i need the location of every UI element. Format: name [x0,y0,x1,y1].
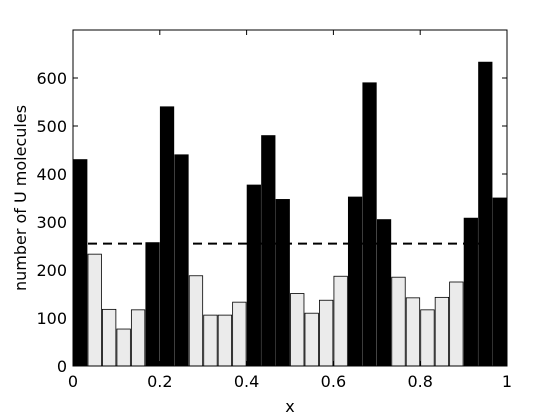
bar-14 [261,135,276,367]
y-tick-label: 600 [36,69,67,88]
y-tick-label: 0 [57,357,67,376]
bar-16 [290,293,305,367]
bar-8 [174,154,189,367]
bar-2 [87,253,102,367]
bar-23 [391,276,406,367]
bars-layer [73,61,507,367]
x-tick-label: 0.2 [147,372,172,391]
bar-6 [145,242,160,367]
bar-26 [434,296,450,367]
bar-5 [130,309,146,367]
bar-10 [203,314,218,367]
y-tick-label: 200 [36,261,67,280]
bar-24 [405,297,421,367]
x-axis-label: x [285,397,294,416]
y-axis-label: number of U molecules [11,105,30,291]
bar-28 [463,217,478,367]
bar-21 [362,82,377,367]
bar-9 [188,275,204,367]
bar-25 [420,309,435,367]
bar-7 [159,106,175,367]
bar-13 [246,184,261,367]
bar-15 [275,199,290,367]
x-tick-label: 0.4 [234,372,259,391]
bar-3 [102,308,117,367]
bar-20 [347,196,363,367]
bar-11 [217,314,233,367]
bar-27 [449,281,464,367]
bar-12 [232,301,247,367]
bar-18 [319,299,334,367]
x-tick-label: 0 [68,372,78,391]
bar-30 [492,197,507,367]
bar-17 [304,312,319,367]
bar-29 [478,61,493,367]
bar-19 [333,275,348,367]
y-tick-label: 400 [36,165,67,184]
bar-1 [73,159,88,367]
x-tick-label: 1 [502,372,512,391]
ticks-layer: 0 0.2 0.4 0.6 0.8 1 0 100 200 300 400 500 600 [36,30,512,391]
y-tick-label: 100 [36,309,67,328]
y-tick-label: 300 [36,213,67,232]
bar-22 [376,219,392,367]
x-tick-label: 0.8 [407,372,432,391]
plot-area-frame [72,29,508,367]
bar-4 [116,328,131,367]
x-tick-label: 0.6 [321,372,346,391]
y-tick-label: 500 [36,117,67,136]
